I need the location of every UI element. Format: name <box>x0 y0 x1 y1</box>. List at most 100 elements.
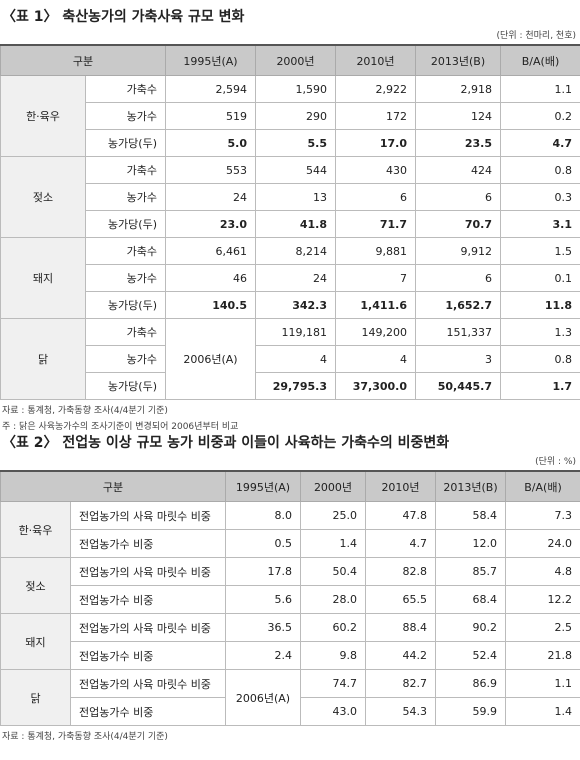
value-cell: 46 <box>165 264 256 292</box>
row-label: 농가수 <box>85 264 166 292</box>
value-cell: 74.7 <box>300 669 366 698</box>
value-cell: 2.4 <box>225 641 301 670</box>
data-table: 구분 1995년(A) 2000년 2010년 2013년(B) B/A(배) 한·육우 가축… <box>0 44 580 400</box>
value-cell: 28.0 <box>300 585 366 614</box>
data-row: 농가수 46 24 7 6 0.1 <box>1 264 580 292</box>
header-cell: 2010년 <box>365 470 436 502</box>
row-label: 농가수 <box>85 183 166 211</box>
header-cell: B/A(배) <box>505 470 580 502</box>
header-cell: 2013년(B) <box>435 470 506 502</box>
row-label: 농가당(두) <box>85 129 166 157</box>
group-cell: 젖소 <box>0 557 71 614</box>
header-cell: 1995년(A) <box>165 44 256 76</box>
table2-section: 〈표 2〉 전업농 이상 규모 농가 비중과 이들이 사육하는 가축수의 비중변… <box>0 432 580 742</box>
table-title: 〈표 2〉 전업농 이상 규모 농가 비중과 이들이 사육하는 가축수의 비중변… <box>2 435 450 451</box>
table-body: 한·육우 전업농가의 사육 마릿수 비중 8.0 25.0 47.8 58.4 7.3 전업농… <box>0 501 580 726</box>
data-row: 돼지 가축수 6,461 8,214 9,881 9,912 1.5 <box>0 237 580 319</box>
data-row: 한·육우 전업농가의 사육 마릿수 비중 8.0 25.0 47.8 58.4 7.3 <box>0 501 580 558</box>
value-cell: 71.7 <box>335 210 416 238</box>
group-cell: 닭 <box>0 318 86 400</box>
value-cell: 3.1 <box>500 210 580 238</box>
data-row: 농가당(두) 140.5 342.3 1,411.6 1,652.7 11.8 <box>1 291 580 319</box>
value-cell: 6 <box>415 264 501 292</box>
data-row: 젖소 전업농가의 사육 마릿수 비중 17.8 50.4 82.8 85.7 4.8 <box>0 557 580 614</box>
value-cell: 553 <box>165 156 256 184</box>
value-cell: 4 <box>255 345 336 373</box>
value-cell: 86.9 <box>435 669 506 698</box>
data-row: 전업농가수 비중 2.4 9.8 44.2 52.4 21.8 <box>1 641 580 670</box>
value-cell: 44.2 <box>365 641 436 670</box>
value-cell: 12.0 <box>435 529 506 558</box>
value-cell: 1,652.7 <box>415 291 501 319</box>
data-row: 한·육우 가축수 2,594 1,590 2,922 2,918 1.1 <box>0 75 580 157</box>
value-cell: 0.5 <box>225 529 301 558</box>
data-row: 닭 전업농가의 사육 마릿수 비중 2006년(A) 74.7 82.7 86.9 1.1 <box>0 669 580 726</box>
value-cell: 2,594 <box>165 75 256 103</box>
table-body: 한·육우 가축수 2,594 1,590 2,922 2,918 1.1 농가수 519 290 1… <box>0 75 580 400</box>
data-row: 전업농가수 비중 5.6 28.0 65.5 68.4 12.2 <box>1 585 580 614</box>
value-cell: 11.8 <box>500 291 580 319</box>
group-cell: 돼지 <box>0 237 86 319</box>
data-row: 농가당(두) 23.0 41.8 71.7 70.7 3.1 <box>1 210 580 238</box>
row-label: 전업농가수 비중 <box>70 641 226 670</box>
value-cell: 424 <box>415 156 501 184</box>
value-cell: 1.1 <box>505 669 580 698</box>
value-cell: 1.5 <box>500 237 580 265</box>
value-cell: 29,795.3 <box>255 372 336 400</box>
value-cell: 544 <box>255 156 336 184</box>
data-row: 농가당(두) 29,795.3 37,300.0 50,445.7 1.7 <box>1 372 580 400</box>
value-cell: 0.2 <box>500 102 580 130</box>
value-cell: 68.4 <box>435 585 506 614</box>
row-label: 가축수 <box>85 75 166 103</box>
row-label: 농가수 <box>85 345 166 373</box>
value-cell: 4.7 <box>365 529 436 558</box>
value-cell: 2,922 <box>335 75 416 103</box>
value-cell: 2,918 <box>415 75 501 103</box>
row-label: 가축수 <box>85 237 166 265</box>
group-cell: 젖소 <box>0 156 86 238</box>
base-cell: 2006년(A) <box>165 318 256 400</box>
value-cell: 88.4 <box>365 613 436 642</box>
row-label: 농가수 <box>85 102 166 130</box>
header-cell: B/A(배) <box>500 44 580 76</box>
value-cell: 24.0 <box>505 529 580 558</box>
value-cell: 82.7 <box>365 669 436 698</box>
row-label: 전업농가수 비중 <box>70 585 226 614</box>
value-cell: 124 <box>415 102 501 130</box>
note: 자료 : 통계청, 가축동향 조사(4/4분기 기준) <box>2 732 168 742</box>
value-cell: 36.5 <box>225 613 301 642</box>
value-cell: 9.8 <box>300 641 366 670</box>
value-cell: 47.8 <box>365 501 436 530</box>
value-cell: 17.0 <box>335 129 416 157</box>
table1-section: 〈표 1〉 축산농가의 가축사육 규모 변화 (단위 : 천마리, 천호) 구분 19… <box>0 6 580 432</box>
data-row: 농가수 24 13 6 6 0.3 <box>1 183 580 211</box>
value-cell: 9,912 <box>415 237 501 265</box>
value-cell: 9,881 <box>335 237 416 265</box>
row-label: 농가당(두) <box>85 372 166 400</box>
value-cell: 21.8 <box>505 641 580 670</box>
header-cell: 2000년 <box>300 470 366 502</box>
value-cell: 54.3 <box>365 697 436 726</box>
row-label: 전업농가의 사육 마릿수 비중 <box>70 613 226 642</box>
header-cell: 2000년 <box>255 44 336 76</box>
data-row: 농가당(두) 5.0 5.5 17.0 23.5 4.7 <box>1 129 580 157</box>
value-cell: 90.2 <box>435 613 506 642</box>
value-cell: 342.3 <box>255 291 336 319</box>
value-cell: 1.4 <box>300 529 366 558</box>
value-cell: 8.0 <box>225 501 301 530</box>
value-cell: 519 <box>165 102 256 130</box>
group-cell: 닭 <box>0 669 71 726</box>
value-cell: 58.4 <box>435 501 506 530</box>
value-cell: 60.2 <box>300 613 366 642</box>
value-cell: 2.5 <box>505 613 580 642</box>
row-label: 전업농가의 사육 마릿수 비중 <box>70 501 226 530</box>
value-cell: 23.0 <box>165 210 256 238</box>
value-cell: 0.8 <box>500 345 580 373</box>
value-cell: 8,214 <box>255 237 336 265</box>
value-cell: 5.6 <box>225 585 301 614</box>
value-cell: 6,461 <box>165 237 256 265</box>
data-row: 전업농가수 비중 43.0 54.3 59.9 1.4 <box>1 697 580 726</box>
value-cell: 70.7 <box>415 210 501 238</box>
value-cell: 119,181 <box>255 318 336 346</box>
value-cell: 151,337 <box>415 318 501 346</box>
